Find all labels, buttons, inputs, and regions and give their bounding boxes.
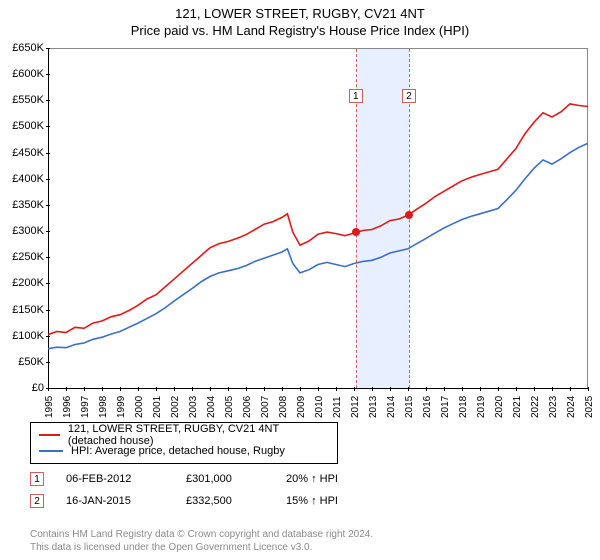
- sale-dot: [352, 228, 360, 236]
- y-tick-label: £150K: [12, 304, 44, 316]
- legend-swatch-0: [39, 434, 60, 436]
- x-tick-label: 2019: [476, 396, 487, 418]
- x-tick-label: 1995: [44, 396, 55, 418]
- x-tick-label: 2001: [152, 396, 163, 418]
- sale-marker-1: 1: [30, 472, 44, 486]
- sale-price: £301,000: [186, 473, 286, 485]
- sale-marker-box: 1: [349, 89, 363, 103]
- series-price_paid: [48, 104, 588, 335]
- legend-row: 121, LOWER STREET, RUGBY, CV21 4NT (deta…: [39, 427, 329, 443]
- x-tick-label: 1999: [116, 396, 127, 418]
- x-tick-label: 2009: [296, 396, 307, 418]
- chart-title: 121, LOWER STREET, RUGBY, CV21 4NT: [0, 0, 600, 21]
- x-tick-label: 2016: [422, 396, 433, 418]
- y-tick-label: £600K: [12, 68, 44, 80]
- attribution-line-2: This data is licensed under the Open Gov…: [30, 541, 588, 554]
- sale-price: £332,500: [186, 495, 286, 507]
- x-tick-label: 2011: [332, 396, 343, 418]
- x-tick-label: 2018: [458, 396, 469, 418]
- y-tick-label: £200K: [12, 277, 44, 289]
- sale-diff: 15% ↑ HPI: [286, 495, 396, 507]
- chart-svg: [48, 49, 588, 389]
- sale-date: 06-FEB-2012: [66, 473, 186, 485]
- legend-label-1: HPI: Average price, detached house, Rugb…: [71, 445, 285, 457]
- x-tick-label: 2022: [530, 396, 541, 418]
- x-tick-label: 1997: [80, 396, 91, 418]
- plot-area: 12: [48, 48, 588, 388]
- sale-marker-2: 2: [30, 494, 44, 508]
- chart-subtitle: Price paid vs. HM Land Registry's House …: [0, 21, 600, 42]
- series-hpi: [48, 143, 588, 349]
- x-tick-label: 2010: [314, 396, 325, 418]
- sale-diff: 20% ↑ HPI: [286, 473, 396, 485]
- attribution-line-1: Contains HM Land Registry data © Crown c…: [30, 528, 588, 541]
- x-tick-label: 2017: [440, 396, 451, 418]
- x-tick-label: 2020: [494, 396, 505, 418]
- sale-marker-box: 2: [402, 89, 416, 103]
- sale-date: 16-JAN-2015: [66, 495, 186, 507]
- y-tick-label: £350K: [12, 199, 44, 211]
- x-axis: 1995199619971998199920002001200220032004…: [48, 388, 588, 422]
- x-tick-label: 2000: [134, 396, 145, 418]
- x-tick-label: 2007: [260, 396, 271, 418]
- x-tick-label: 2023: [548, 396, 559, 418]
- x-tick-label: 2024: [566, 396, 577, 418]
- legend-swatch-1: [39, 450, 63, 452]
- x-tick-label: 2005: [224, 396, 235, 418]
- x-tick-label: 2015: [404, 396, 415, 418]
- x-tick-label: 2013: [368, 396, 379, 418]
- legend-label-0: 121, LOWER STREET, RUGBY, CV21 4NT (deta…: [68, 423, 329, 447]
- y-tick-label: £500K: [12, 120, 44, 132]
- x-tick-label: 2025: [584, 396, 595, 418]
- x-tick-label: 2012: [350, 396, 361, 418]
- sales-row: 2 16-JAN-2015 £332,500 15% ↑ HPI: [30, 490, 396, 512]
- y-tick-label: £50K: [18, 356, 44, 368]
- x-tick-label: 1996: [62, 396, 73, 418]
- y-tick-label: £0: [32, 382, 44, 394]
- x-tick-label: 1998: [98, 396, 109, 418]
- sales-table: 1 06-FEB-2012 £301,000 20% ↑ HPI 2 16-JA…: [30, 468, 396, 512]
- y-tick-label: £400K: [12, 173, 44, 185]
- x-tick-label: 2006: [242, 396, 253, 418]
- y-tick-label: £100K: [12, 330, 44, 342]
- x-tick-label: 2014: [386, 396, 397, 418]
- attribution: Contains HM Land Registry data © Crown c…: [30, 528, 588, 554]
- sale-dot: [405, 211, 413, 219]
- legend: 121, LOWER STREET, RUGBY, CV21 4NT (deta…: [30, 422, 338, 464]
- y-axis: £0£50K£100K£150K£200K£250K£300K£350K£400…: [0, 48, 46, 388]
- x-tick-label: 2003: [188, 396, 199, 418]
- y-tick-label: £300K: [12, 225, 44, 237]
- y-tick-label: £550K: [12, 94, 44, 106]
- y-tick-label: £250K: [12, 251, 44, 263]
- x-tick-label: 2002: [170, 396, 181, 418]
- sales-row: 1 06-FEB-2012 £301,000 20% ↑ HPI: [30, 468, 396, 490]
- x-tick-label: 2004: [206, 396, 217, 418]
- y-tick-label: £450K: [12, 147, 44, 159]
- y-tick-label: £650K: [12, 42, 44, 54]
- x-tick-label: 2021: [512, 396, 523, 418]
- x-tick-label: 2008: [278, 396, 289, 418]
